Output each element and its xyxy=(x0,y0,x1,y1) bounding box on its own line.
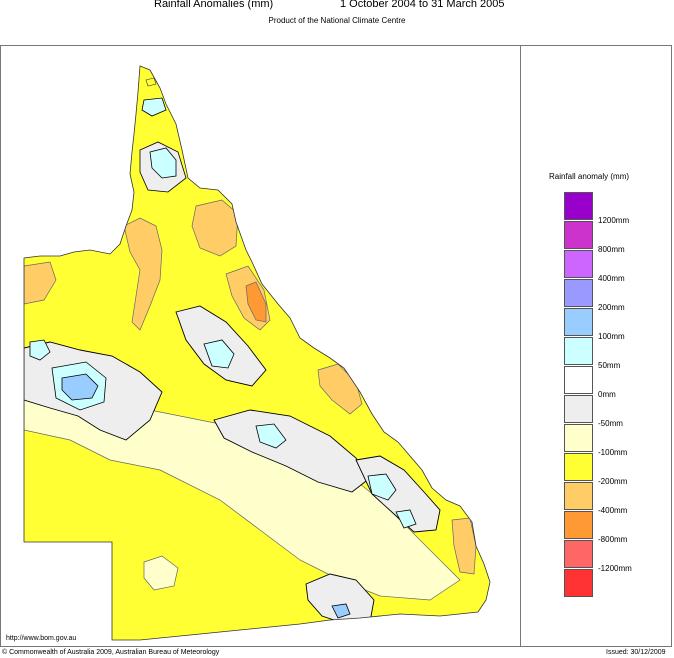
legend-tick-label: 1200mm xyxy=(598,216,630,225)
legend-tick-label: 100mm xyxy=(598,332,625,341)
light-zone-southwest xyxy=(143,555,179,591)
copyright-note: © Commonwealth of Australia 2009, Austra… xyxy=(2,649,220,656)
island-torres-strait xyxy=(145,77,157,87)
wet-zone-northwest xyxy=(29,339,51,361)
legend-tick-label: 50mm xyxy=(598,361,621,370)
wetter-zone-south xyxy=(331,603,351,619)
legend-tick-label: 400mm xyxy=(598,274,625,283)
legend-swatch xyxy=(564,366,593,394)
map-title: Rainfall Anomalies (mm) xyxy=(154,0,274,10)
legend-tick-label: -1200mm xyxy=(598,564,632,573)
wet-zone-cape-tip xyxy=(141,97,167,117)
legend-swatch xyxy=(564,279,593,307)
base-anomaly-fill xyxy=(24,66,490,640)
very-dry-zone-coast xyxy=(245,281,267,323)
issued-date: Issued: 30/12/2009 xyxy=(606,649,666,656)
legend-tick-label: -400mm xyxy=(598,506,628,515)
legend-swatch xyxy=(564,540,593,568)
legend-tick-label: 200mm xyxy=(598,303,625,312)
legend-tick-label: 800mm xyxy=(598,245,625,254)
legend-tick-label: -100mm xyxy=(598,448,628,457)
dry-zone-east xyxy=(191,199,239,257)
legend-divider xyxy=(520,45,521,647)
light-zone-central xyxy=(24,379,461,601)
legend-swatch xyxy=(564,308,593,336)
map-title-bar: Rainfall Anomalies (mm) 1 October 2004 t… xyxy=(0,0,674,14)
legend-swatch xyxy=(564,511,593,539)
source-url: http://www.bom.gov.au xyxy=(6,635,77,642)
wet-zone-cape xyxy=(149,147,177,179)
legend-tick-label: -50mm xyxy=(598,419,623,428)
wet-zone-east xyxy=(367,473,397,501)
legend-swatch xyxy=(564,395,593,423)
dry-zone-cape xyxy=(123,217,163,331)
dry-zone-central-coast xyxy=(317,363,363,415)
legend-tick-label: -200mm xyxy=(598,477,628,486)
map-subtitle: Product of the National Climate Centre xyxy=(268,16,406,25)
neutral-zone-centre xyxy=(213,409,371,493)
legend-tick-label: -800mm xyxy=(598,535,628,544)
queensland-map xyxy=(23,65,491,641)
legend-tick-label: 0mm xyxy=(598,390,616,399)
wet-zone-inland xyxy=(203,339,235,369)
dry-zone-west xyxy=(24,261,57,305)
legend-swatch xyxy=(564,192,593,220)
legend-swatch xyxy=(564,221,593,249)
map-period: 1 October 2004 to 31 March 2005 xyxy=(340,0,505,10)
legend-swatch xyxy=(564,569,593,597)
legend-swatch xyxy=(564,250,593,278)
legend-swatch xyxy=(564,453,593,481)
map-frame xyxy=(0,45,672,647)
wetter-zone-west xyxy=(61,373,99,401)
legend-swatch xyxy=(564,337,593,365)
wet-zone-east-coast xyxy=(395,509,417,529)
legend-swatch xyxy=(564,424,593,452)
legend-title: Rainfall anomaly (mm) xyxy=(549,172,630,181)
wet-zone-centre xyxy=(255,423,287,449)
legend-swatch xyxy=(564,482,593,510)
